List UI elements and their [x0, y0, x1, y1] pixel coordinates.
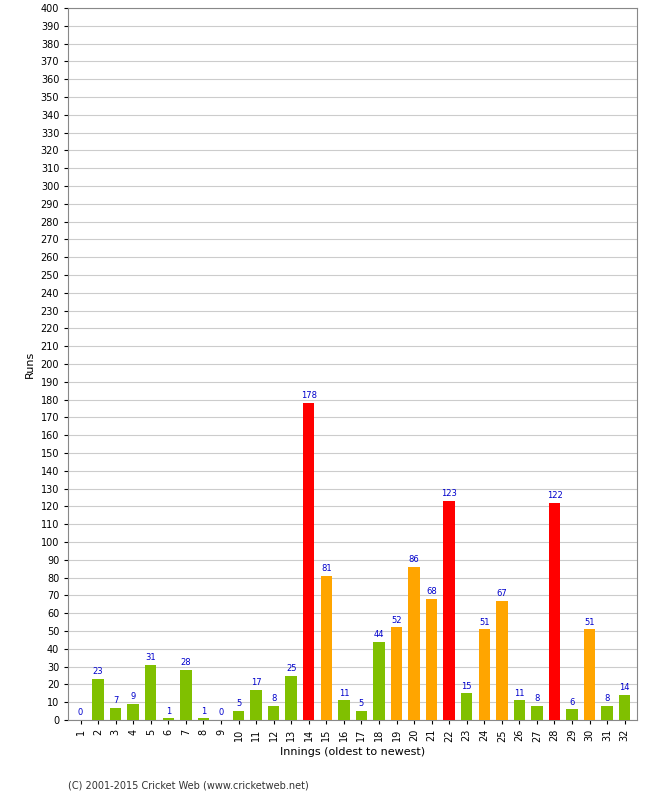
Text: 5: 5	[236, 699, 241, 709]
Text: 11: 11	[339, 689, 349, 698]
Text: 11: 11	[514, 689, 525, 698]
Bar	[338, 701, 350, 720]
Y-axis label: Runs: Runs	[25, 350, 35, 378]
Text: 28: 28	[181, 658, 191, 667]
Text: 123: 123	[441, 490, 457, 498]
Bar	[250, 690, 262, 720]
Text: 122: 122	[547, 491, 562, 500]
Text: 7: 7	[113, 696, 118, 705]
Text: 25: 25	[286, 664, 296, 673]
Bar	[303, 403, 315, 720]
Text: 52: 52	[391, 616, 402, 625]
Bar	[285, 675, 297, 720]
Text: 8: 8	[604, 694, 610, 703]
Text: 44: 44	[374, 630, 384, 639]
Text: 23: 23	[93, 667, 103, 676]
Bar	[443, 501, 455, 720]
Bar	[320, 576, 332, 720]
Bar	[110, 707, 122, 720]
Bar	[233, 711, 244, 720]
Text: 6: 6	[569, 698, 575, 706]
Bar	[496, 601, 508, 720]
Text: 81: 81	[321, 564, 332, 573]
Bar	[619, 695, 630, 720]
Bar	[426, 599, 437, 720]
Text: 14: 14	[619, 683, 630, 693]
Bar	[566, 710, 578, 720]
Text: 5: 5	[359, 699, 364, 709]
Bar	[531, 706, 543, 720]
Text: 68: 68	[426, 587, 437, 596]
Bar	[162, 718, 174, 720]
Bar	[478, 630, 490, 720]
Bar	[373, 642, 385, 720]
Bar	[601, 706, 613, 720]
Bar	[268, 706, 280, 720]
Text: 1: 1	[166, 706, 171, 715]
Bar	[584, 630, 595, 720]
Text: 15: 15	[462, 682, 472, 690]
Bar	[391, 627, 402, 720]
Bar	[145, 665, 157, 720]
Text: 0: 0	[218, 708, 224, 718]
Text: 67: 67	[497, 589, 507, 598]
Text: 1: 1	[201, 706, 206, 715]
Bar	[549, 503, 560, 720]
X-axis label: Innings (oldest to newest): Innings (oldest to newest)	[280, 747, 425, 757]
Text: 178: 178	[301, 391, 317, 401]
Bar	[408, 567, 420, 720]
Bar	[92, 679, 104, 720]
Text: 17: 17	[251, 678, 261, 687]
Text: 8: 8	[534, 694, 540, 703]
Bar	[356, 711, 367, 720]
Text: 31: 31	[146, 653, 156, 662]
Text: 51: 51	[479, 618, 489, 626]
Bar	[180, 670, 192, 720]
Text: (C) 2001-2015 Cricket Web (www.cricketweb.net): (C) 2001-2015 Cricket Web (www.cricketwe…	[68, 780, 309, 790]
Bar	[198, 718, 209, 720]
Text: 8: 8	[271, 694, 276, 703]
Text: 86: 86	[409, 555, 419, 564]
Text: 51: 51	[584, 618, 595, 626]
Bar	[514, 701, 525, 720]
Bar	[127, 704, 139, 720]
Text: 9: 9	[131, 692, 136, 702]
Text: 0: 0	[78, 708, 83, 718]
Bar	[461, 694, 473, 720]
